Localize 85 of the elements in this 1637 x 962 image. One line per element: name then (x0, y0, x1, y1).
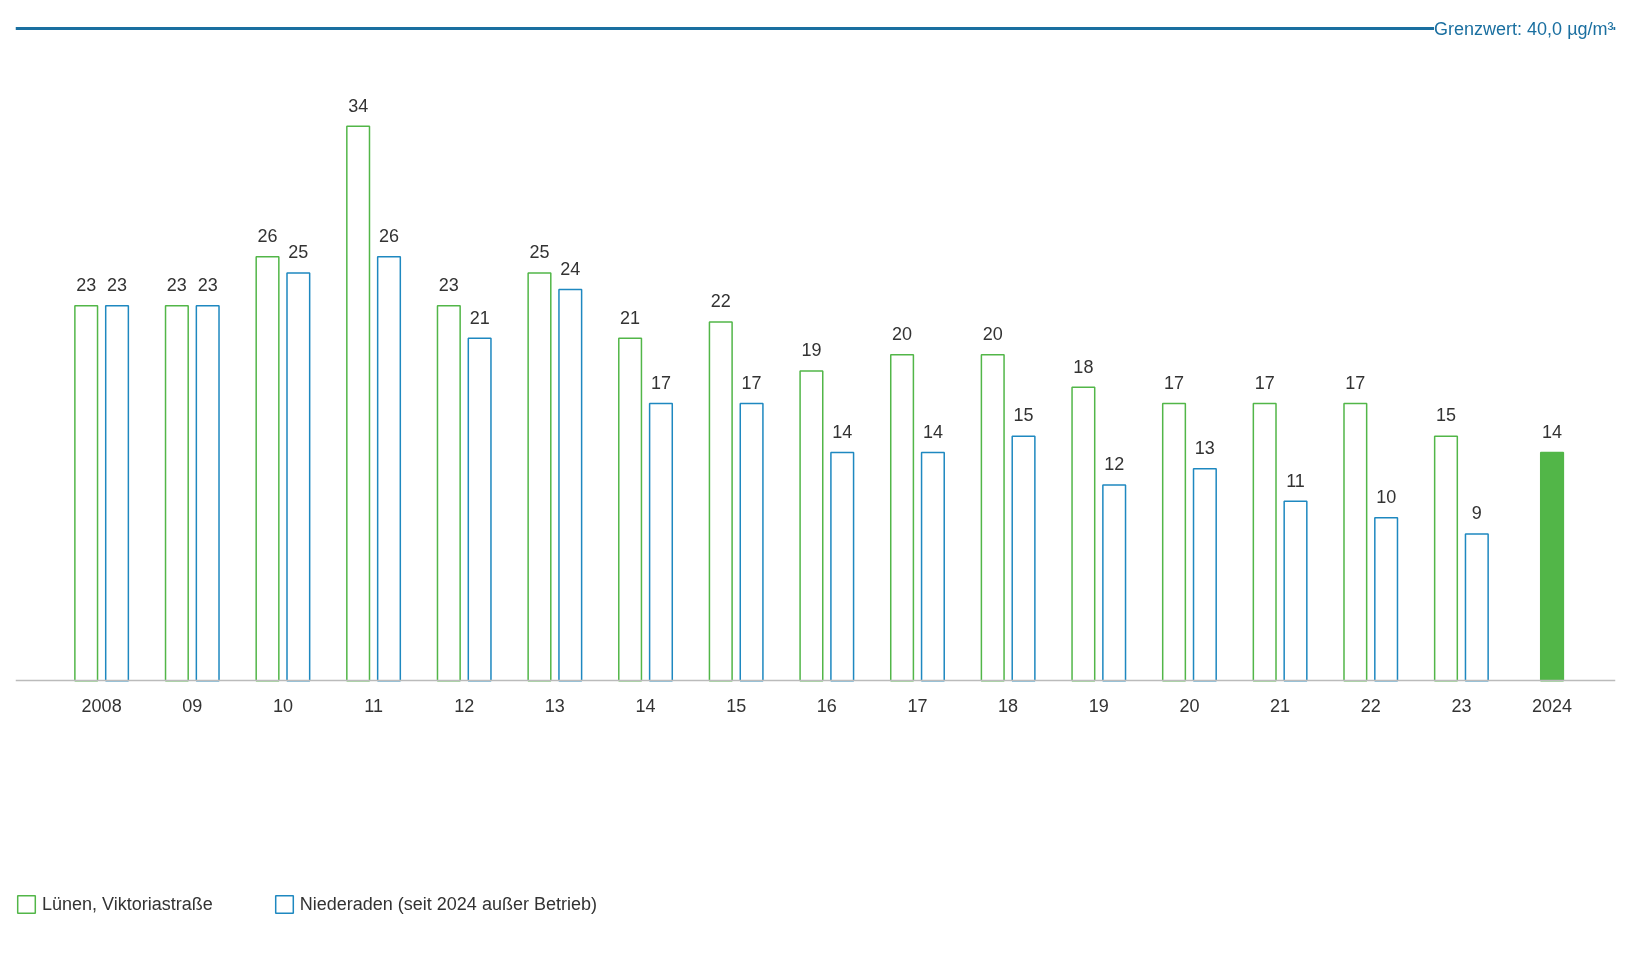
x-tick-label: 19 (1088, 695, 1109, 716)
bar (618, 337, 643, 682)
bar (286, 272, 311, 682)
data-label: 23 (76, 275, 97, 296)
data-label: 23 (107, 275, 128, 296)
data-label: 17 (1345, 372, 1366, 393)
bar (436, 304, 461, 682)
x-tick-label: 16 (816, 695, 837, 716)
data-label: 20 (892, 323, 913, 344)
data-label: 14 (922, 421, 943, 442)
bar (708, 321, 733, 682)
data-label: 14 (832, 421, 853, 442)
data-label: 14 (1542, 421, 1563, 442)
data-label: 26 (257, 226, 278, 247)
bar (1192, 468, 1217, 682)
bar (830, 451, 855, 682)
data-label: 17 (1254, 372, 1275, 393)
bar (1071, 386, 1096, 682)
data-label: 22 (710, 291, 731, 312)
bar (527, 272, 552, 682)
bar (1374, 516, 1399, 682)
data-label: 18 (1073, 356, 1094, 377)
x-tick-label: 13 (544, 695, 565, 716)
x-tick-label: 09 (182, 695, 203, 716)
data-label: 21 (469, 307, 490, 328)
data-label: 19 (801, 340, 822, 361)
x-tick-label: 2008 (81, 695, 122, 716)
data-label: 23 (438, 275, 459, 296)
bar (1161, 402, 1187, 682)
data-label: 10 (1376, 487, 1397, 507)
data-label: 34 (348, 95, 369, 116)
data-label: 23 (166, 275, 187, 296)
data-label: 17 (650, 372, 671, 393)
x-tick-label: 21 (1270, 695, 1291, 716)
data-label: 20 (982, 323, 1003, 344)
data-label: 24 (560, 258, 581, 279)
bar (104, 304, 130, 682)
bar (980, 353, 1005, 682)
x-tick-label: 12 (454, 695, 475, 716)
data-label: 13 (1194, 438, 1215, 459)
bar (195, 304, 220, 682)
bar (558, 288, 583, 682)
data-label: 11 (1286, 470, 1305, 491)
data-label: 17 (1164, 372, 1185, 393)
data-label: 23 (197, 275, 218, 296)
bar (164, 304, 189, 682)
bar (889, 353, 915, 682)
data-label: 26 (378, 226, 399, 247)
bar (739, 402, 764, 682)
bar (648, 402, 674, 682)
x-tick-label: 18 (998, 695, 1019, 716)
data-label: 15 (1435, 405, 1456, 426)
x-tick-label: 15 (726, 695, 747, 716)
bar (74, 304, 99, 682)
bar (1011, 435, 1036, 682)
data-label: 25 (288, 242, 309, 263)
bar (1283, 500, 1308, 682)
data-label: 25 (529, 242, 550, 263)
bar (1102, 484, 1127, 682)
data-label: 21 (620, 307, 641, 328)
x-tick-label: 23 (1451, 695, 1472, 716)
data-label: 12 (1104, 454, 1125, 475)
data-label: 9 (1471, 503, 1482, 524)
x-tick-label: 20 (1179, 695, 1200, 716)
data-label: 17 (741, 372, 762, 393)
bar (255, 256, 280, 682)
x-tick-label: 22 (1360, 695, 1381, 716)
bar (1343, 402, 1368, 682)
bar (1464, 533, 1489, 682)
bar (1252, 402, 1277, 682)
x-tick-label: 11 (364, 695, 383, 716)
data-label: 15 (1013, 405, 1034, 426)
bar (1433, 435, 1459, 682)
x-tick-label: 10 (272, 695, 293, 716)
x-tick-label: 17 (907, 695, 928, 716)
x-tick-label: 14 (635, 695, 656, 716)
bar (346, 125, 371, 682)
bar (920, 451, 945, 682)
bar (799, 370, 824, 682)
legend-label: Lünen, Viktoriastraße (42, 893, 213, 915)
ref-line-label: Grenzwert: 40,0 µg/m³ (1434, 18, 1614, 39)
x-tick-label: 2024 (1532, 695, 1573, 716)
bar (376, 256, 402, 682)
bar (467, 337, 492, 682)
legend-label: Niederaden (seit 2024 außer Betrieb) (299, 893, 597, 915)
